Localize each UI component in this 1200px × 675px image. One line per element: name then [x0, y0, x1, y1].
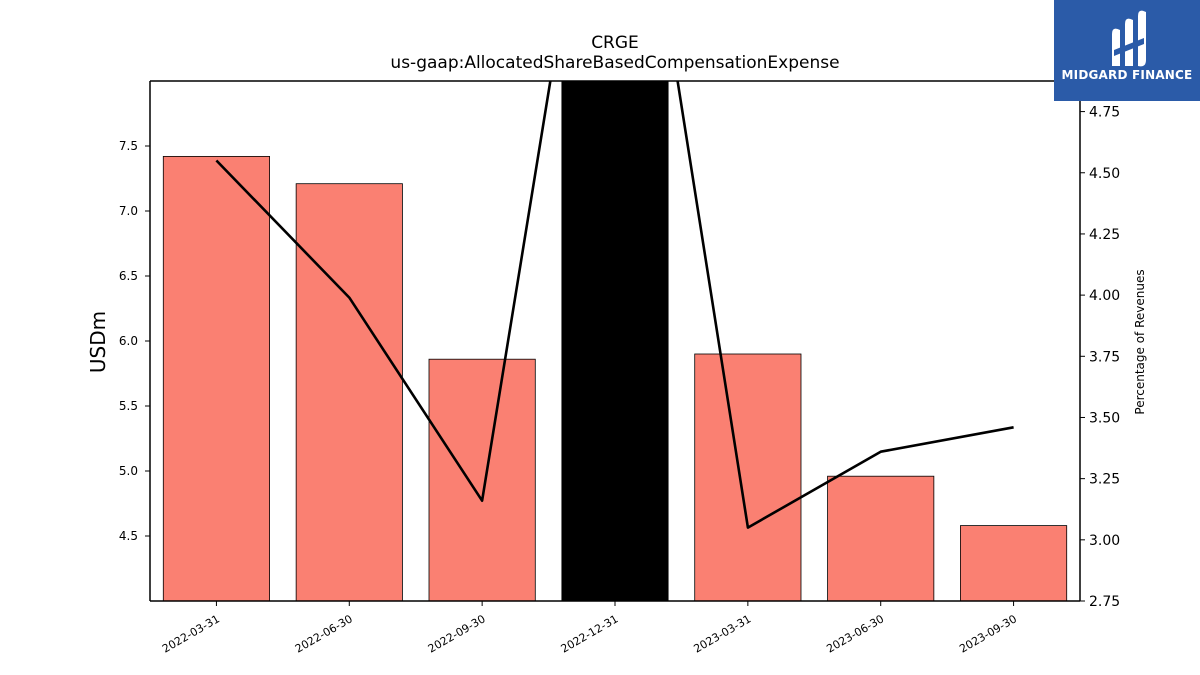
- bar-group: [162, 81, 1068, 601]
- x-tick-label: 2022-06-30: [293, 612, 355, 655]
- chart-title: CRGE: [591, 33, 639, 53]
- x-tick-label: 2023-09-30: [957, 612, 1019, 655]
- y-tick-label-right: 4.00: [1089, 288, 1120, 304]
- bar-2022-03-31: [162, 155, 270, 601]
- y-tick-label-left: 5.5: [119, 399, 138, 413]
- bar-2023-09-30: [960, 525, 1068, 601]
- y-tick-label-left: 6.5: [119, 269, 138, 283]
- x-tick-label: 2022-09-30: [426, 612, 488, 655]
- y-tick-label-right: 3.75: [1089, 349, 1120, 365]
- y-tick-label-right: 2.75: [1089, 594, 1120, 610]
- y-tick-label-left: 7.5: [119, 139, 138, 153]
- y-tick-label-right: 3.00: [1089, 533, 1120, 549]
- bar-2023-03-31: [694, 353, 802, 601]
- y-tick-label-right: 4.25: [1089, 227, 1120, 243]
- y-axis-label-left: USDm: [86, 311, 110, 373]
- y-tick-label-left: 4.5: [119, 529, 138, 543]
- y-tick-label-right: 4.50: [1089, 166, 1120, 182]
- y-tick-label-right: 3.50: [1089, 410, 1120, 426]
- x-tick-label: 2022-03-31: [160, 612, 222, 655]
- line-layer: [215, 81, 1014, 529]
- bars-layer: [162, 81, 1068, 601]
- brand-logo: MIDGARD FINANCE: [1054, 0, 1200, 101]
- x-tick-label: 2023-03-31: [691, 612, 753, 655]
- bar-2023-06-30: [827, 475, 935, 601]
- bar-2022-09-30: [428, 358, 536, 601]
- x-tick-label: 2022-12-31: [559, 612, 621, 655]
- line-group: [215, 81, 1014, 529]
- chart-subtitle: us-gaap:AllocatedShareBasedCompensationE…: [390, 53, 839, 73]
- y-tick-label-right: 3.25: [1089, 472, 1120, 488]
- brand-name: MIDGARD FINANCE: [1061, 68, 1193, 82]
- y-tick-label-right: 4.75: [1089, 105, 1120, 121]
- line-series: [215, 81, 1014, 529]
- x-tick-label: 2023-06-30: [824, 612, 886, 655]
- bar-2022-06-30: [295, 183, 403, 601]
- logo-mark-icon: [1112, 10, 1146, 67]
- y-axis-label-right: Percentage of Revenues: [1133, 269, 1147, 414]
- bar-2022-12-31: [561, 81, 669, 601]
- y-tick-label-left: 6.0: [119, 334, 138, 348]
- y-tick-label-left: 7.0: [119, 204, 138, 218]
- y-tick-label-left: 5.0: [119, 464, 138, 478]
